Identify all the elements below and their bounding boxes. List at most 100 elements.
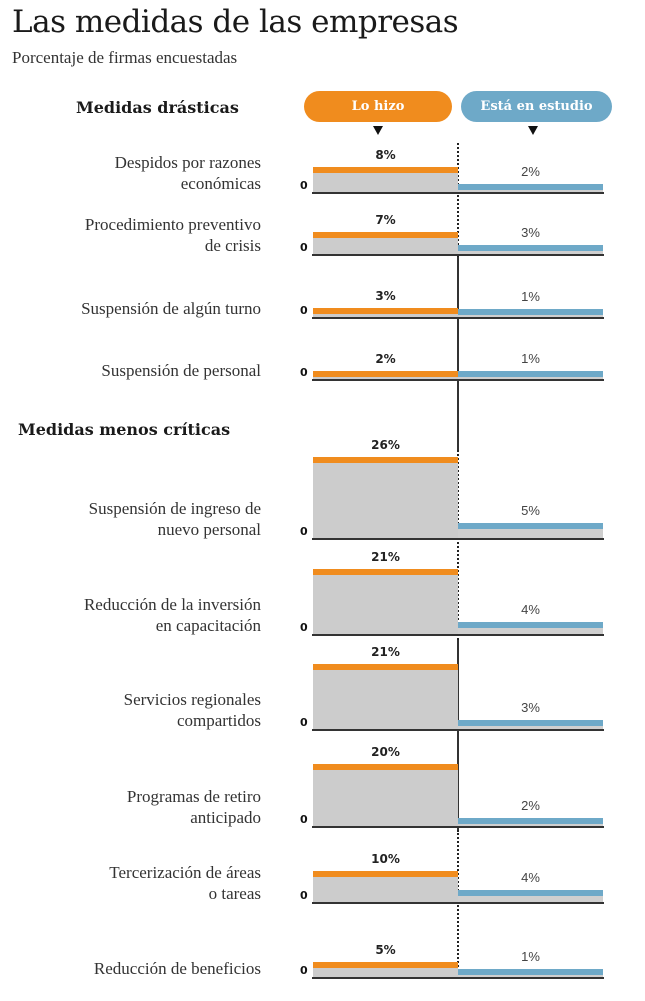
row-label: Despidos por razones económicas <box>115 152 261 194</box>
bar-studying <box>458 522 603 538</box>
baseline-axis <box>312 977 604 979</box>
bar-studying <box>458 889 603 902</box>
row-label-line: Suspensión de algún turno <box>81 299 261 318</box>
bar-did <box>313 871 458 902</box>
value-label-studying: 5% <box>521 502 540 518</box>
divider-dotted <box>457 450 459 640</box>
divider-solid <box>457 257 459 450</box>
bar-studying <box>458 969 603 977</box>
section-heading-less-critical: Medidas menos críticas <box>18 420 231 439</box>
baseline-axis <box>312 192 604 194</box>
value-label-did: 8% <box>375 148 396 163</box>
value-label-studying: 4% <box>521 601 540 617</box>
row-label: Suspensión de algún turno <box>81 298 261 319</box>
value-label-studying: 2% <box>521 798 540 813</box>
divider-solid <box>457 640 459 830</box>
row-label-line: Procedimiento preventivo <box>84 215 261 234</box>
bar-studying <box>458 818 603 826</box>
bar-studying <box>458 309 603 317</box>
row-label: Suspensión de ingreso de nuevo personal <box>89 498 261 540</box>
chart-title: Las medidas de las empresas <box>12 4 459 40</box>
zero-label: 0 <box>300 304 308 317</box>
value-label-studying: 1% <box>521 289 540 304</box>
row-label-line: Servicios regionales <box>123 690 261 709</box>
row-label-line: Tercerización de áreas <box>109 863 261 882</box>
value-label-studying: 3% <box>521 224 540 240</box>
bar-did <box>313 167 458 192</box>
divider-dotted <box>457 830 459 978</box>
value-label-did: 10% <box>371 852 400 866</box>
legend-studying-label: Está en estudio <box>480 99 593 114</box>
value-label-did: 2% <box>375 352 396 366</box>
bar-did <box>313 663 458 729</box>
row-label-line: Programas de retiro <box>126 787 261 806</box>
value-label-did: 26% <box>371 438 400 453</box>
value-label-studying: 1% <box>521 351 540 366</box>
bar-did <box>313 764 458 826</box>
row-label: Suspensión de personal <box>101 360 261 381</box>
row-label: Programas de retiro anticipado <box>127 786 261 828</box>
value-label-studying: 4% <box>521 869 540 885</box>
baseline-axis <box>312 317 604 319</box>
row-label-line: Reducción de beneficios <box>93 959 261 978</box>
row-label: Procedimiento preventivo de crisis <box>85 214 261 256</box>
zero-label: 0 <box>300 813 308 826</box>
zero-label: 0 <box>300 964 308 977</box>
zero-label: 0 <box>300 366 308 379</box>
value-label-studying: 3% <box>521 699 540 715</box>
zero-label: 0 <box>300 716 308 729</box>
baseline-axis <box>312 902 604 904</box>
value-label-studying: 2% <box>521 164 540 179</box>
bar-studying <box>458 719 603 729</box>
legend-did-pill: Lo hizo <box>304 91 452 122</box>
zero-label: 0 <box>300 525 308 538</box>
value-label-did: 3% <box>375 288 396 303</box>
row-label: Servicios regionales compartidos <box>124 689 261 731</box>
zero-label: 0 <box>300 179 308 192</box>
down-arrow-icon <box>373 126 383 135</box>
baseline-axis <box>312 826 604 828</box>
legend-studying-pill: Está en estudio <box>461 91 612 122</box>
row-label: Reducción de la inversión en capacitación <box>84 594 261 636</box>
bar-did <box>313 307 458 317</box>
row-label: Reducción de beneficios <box>94 958 261 979</box>
bar-studying <box>458 244 603 254</box>
row-label-line: Despidos por razones <box>114 153 261 172</box>
row-label-line: de crisis <box>204 236 261 255</box>
row-label-line: Suspensión de ingreso de <box>88 499 261 518</box>
bar-did <box>313 457 458 538</box>
row-label-line: anticipado <box>190 808 261 827</box>
row-label-line: Suspensión de personal <box>101 361 261 380</box>
row-label-line: o tareas <box>208 884 261 903</box>
row-label-line: Reducción de la inversión <box>83 595 261 614</box>
baseline-axis <box>312 729 604 731</box>
value-label-did: 5% <box>375 942 396 957</box>
zero-label: 0 <box>300 241 308 254</box>
zero-label: 0 <box>300 889 308 902</box>
bar-studying <box>458 184 603 192</box>
bar-studying <box>458 621 603 634</box>
baseline-axis <box>312 254 604 256</box>
bar-studying <box>458 371 603 379</box>
row-label-line: nuevo personal <box>157 520 261 539</box>
value-label-did: 21% <box>371 644 400 659</box>
down-arrow-icon <box>528 126 538 135</box>
bar-did <box>313 568 458 634</box>
row-label-line: económicas <box>180 174 261 193</box>
bar-did <box>313 371 458 379</box>
bar-did <box>313 232 458 254</box>
value-label-studying: 1% <box>521 949 540 964</box>
value-label-did: 20% <box>371 745 400 759</box>
value-label-did: 21% <box>371 549 400 564</box>
section-heading-drastic: Medidas drásticas <box>76 98 239 117</box>
divider-dotted <box>457 143 459 257</box>
chart-subtitle: Porcentaje de firmas encuestadas <box>12 48 238 67</box>
row-label-line: en capacitación <box>155 616 261 635</box>
legend-did-label: Lo hizo <box>351 99 405 114</box>
baseline-axis <box>312 634 604 636</box>
bar-did <box>313 961 458 977</box>
row-label-line: compartidos <box>176 711 261 730</box>
value-label-did: 7% <box>375 213 396 228</box>
zero-label: 0 <box>300 621 308 634</box>
baseline-axis <box>312 379 604 381</box>
